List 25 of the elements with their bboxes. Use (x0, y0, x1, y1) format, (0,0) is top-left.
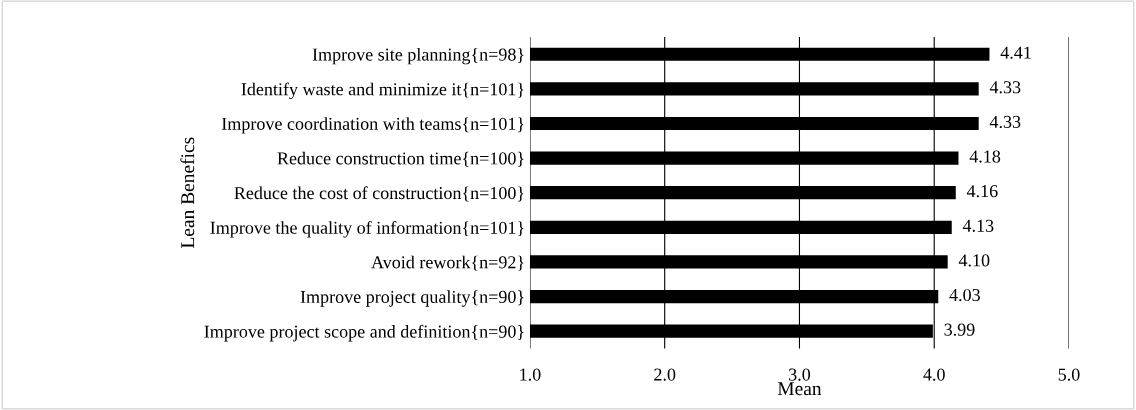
data-label: 4.13 (962, 219, 994, 232)
data-label: 4.03 (949, 288, 980, 302)
x-tick-label: 4.0 (923, 368, 945, 381)
y-tick-label: Reduce construction time{n=100} (277, 151, 524, 167)
y-tick-label: Avoid rework{n=92} (371, 255, 524, 271)
y-tick-label: Improve coordination with teams{n=101} (221, 117, 524, 134)
x-tick-label: 1.0 (520, 368, 541, 381)
y-tick-label: Improve the quality of information{n=101} (210, 220, 524, 238)
data-label: 4.33 (989, 115, 1021, 129)
y-tick-label: Reduce the cost of construction{n=100} (234, 186, 524, 202)
x-axis-title: Mean (777, 382, 822, 396)
data-label: 4.41 (1000, 46, 1031, 59)
data-label: 4.18 (969, 150, 1001, 163)
y-tick-label: Identify waste and minimize it{n=101} (241, 82, 524, 100)
data-label: 3.99 (944, 323, 975, 336)
y-axis-title: Lean Benefics (180, 137, 195, 249)
data-label: 4.33 (989, 81, 1021, 94)
x-tick-label: 3.0 (789, 368, 811, 381)
y-tick-label: Improve project scope and definition{n=90} (204, 324, 524, 342)
y-tick-label: Improve project quality{n=90} (300, 290, 524, 307)
x-tick-label: 2.0 (654, 368, 676, 381)
x-tick-label: 5.0 (1058, 368, 1080, 381)
y-tick-label: Improve site planning{n=98} (312, 47, 524, 65)
data-label: 4.16 (966, 185, 998, 198)
data-label: 4.10 (958, 254, 990, 267)
